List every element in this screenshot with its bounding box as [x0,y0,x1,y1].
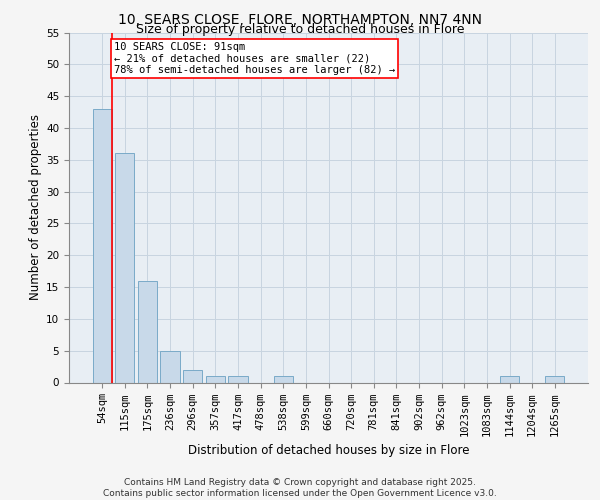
Text: Contains HM Land Registry data © Crown copyright and database right 2025.
Contai: Contains HM Land Registry data © Crown c… [103,478,497,498]
Bar [545,376,565,382]
Bar [183,370,202,382]
Bar [229,376,248,382]
Bar [160,350,180,382]
Bar [115,154,134,382]
Text: Size of property relative to detached houses in Flore: Size of property relative to detached ho… [136,22,464,36]
Text: 10 SEARS CLOSE: 91sqm
← 21% of detached houses are smaller (22)
78% of semi-deta: 10 SEARS CLOSE: 91sqm ← 21% of detached … [114,42,395,75]
Y-axis label: Number of detached properties: Number of detached properties [29,114,42,300]
Text: 10, SEARS CLOSE, FLORE, NORTHAMPTON, NN7 4NN: 10, SEARS CLOSE, FLORE, NORTHAMPTON, NN7… [118,12,482,26]
Bar [138,280,157,382]
Bar [92,109,112,382]
Bar [274,376,293,382]
Bar [206,376,225,382]
X-axis label: Distribution of detached houses by size in Flore: Distribution of detached houses by size … [188,444,469,458]
Bar [500,376,519,382]
